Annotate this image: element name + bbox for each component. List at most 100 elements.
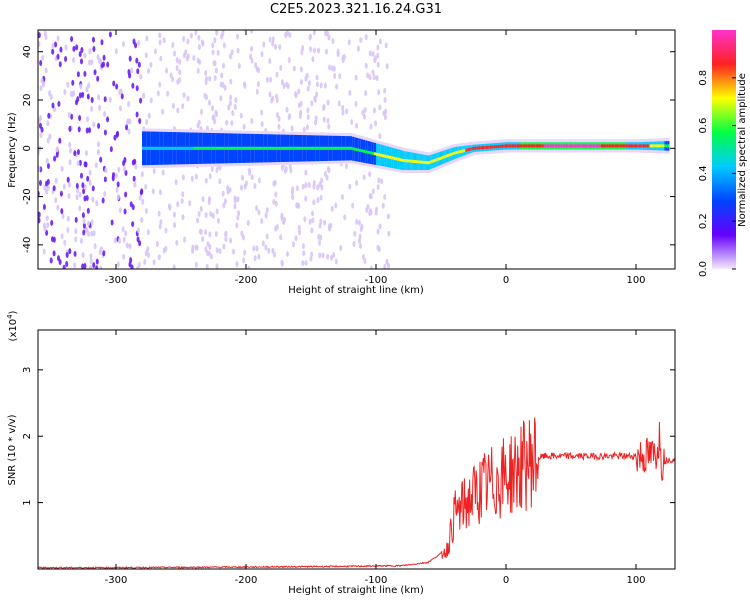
spectrogram-noise-cell <box>354 100 358 107</box>
spectrogram-noise-cell <box>64 55 68 62</box>
spectrogram-noise-cell <box>54 197 58 204</box>
spectrogram-ridge-core <box>159 146 165 150</box>
spectrogram-ridge-core <box>358 148 362 152</box>
spectrogram-noise-cell <box>79 83 83 90</box>
spectrogram-noise-cell <box>78 51 82 58</box>
spectrogram-noise-cell <box>254 61 258 68</box>
spectrogram-noise-cell <box>164 227 168 234</box>
spectrogram-noise-cell <box>271 247 275 254</box>
spectrogram-noise-cell <box>204 228 208 235</box>
spectrogram-ridge-core <box>311 146 317 150</box>
spectrogram-noise-cell <box>312 199 316 206</box>
spectrogram-ridge-core <box>527 144 532 148</box>
spectrogram-noise-cell <box>97 141 101 148</box>
spectrogram-noise-cell <box>314 119 318 126</box>
spectrogram-noise-cell <box>115 186 119 193</box>
spectrogram-noise-cell <box>89 264 93 269</box>
spectrogram-noise-cell <box>209 211 213 218</box>
spectrogram-noise-cell <box>129 201 133 208</box>
spectrogram-noise-cell <box>103 191 107 198</box>
spectrogram-noise-cell <box>42 204 46 211</box>
spectrogram-noise-cell <box>228 100 232 107</box>
spectrogram-noise-cell <box>215 30 219 34</box>
spectrogram-noise-cell <box>204 79 208 86</box>
spectrogram-ridge-core <box>496 145 499 149</box>
spectrogram-ridge-core <box>637 144 640 148</box>
spectrogram-noise-cell <box>220 72 224 79</box>
spectrogram-noise-cell <box>115 83 119 90</box>
spectrogram-ridge-core <box>614 144 619 148</box>
spectrogram-noise-cell <box>323 170 327 177</box>
spectrogram-noise-cell <box>318 222 322 229</box>
spectrogram-noise-cell <box>96 149 100 156</box>
spectrogram-noise-cell <box>91 185 95 192</box>
spectrogram-ridge-core <box>549 144 554 148</box>
spectrogram-ridge-core <box>487 145 490 149</box>
spectrogram-noise-cell <box>70 113 74 120</box>
snr-series-line <box>38 417 675 569</box>
spectrogram-noise-cell <box>237 62 241 69</box>
spectrogram-noise-cell <box>67 111 71 118</box>
spectrogram-noise-cell <box>80 47 84 54</box>
spectrogram-ridge-core <box>365 150 369 154</box>
spectrogram-ridge-core <box>499 144 502 148</box>
spectrogram-noise-cell <box>194 261 198 268</box>
spectrogram-noise-cell <box>155 240 159 247</box>
spectrogram-noise-cell <box>222 62 226 69</box>
spectrogram-noise-cell <box>96 54 100 61</box>
spectrogram-noise-cell <box>132 175 136 182</box>
spectrogram-noise-cell <box>204 211 208 218</box>
spectrogram-noise-cell <box>371 51 375 58</box>
y-tick-label: 3 <box>22 367 33 373</box>
spectrogram-noise-cell <box>75 44 79 51</box>
spectrogram-noise-cell <box>178 77 182 84</box>
spectrogram-noise-cell <box>165 67 169 74</box>
spectrogram-noise-cell <box>127 69 131 76</box>
spectrogram-ridge-core <box>423 160 426 164</box>
spectrogram-noise-cell <box>274 200 278 207</box>
spectrogram-noise-cell <box>319 234 323 241</box>
spectrogram-noise-cell <box>330 205 334 212</box>
spectrogram-noise-cell <box>282 216 286 223</box>
spectrogram-noise-cell <box>158 81 162 88</box>
spectrogram-ridge-core <box>328 146 334 150</box>
spectrogram-noise-cell <box>158 223 162 230</box>
spectrogram-noise-cell <box>92 46 96 53</box>
spectrogram-noise-cell <box>125 242 129 249</box>
spectrogram-noise-cell <box>315 81 319 88</box>
spectrogram-noise-cell <box>158 189 162 196</box>
spectrogram-ridge-core <box>436 158 439 162</box>
spectrogram-noise-cell <box>162 37 166 44</box>
spectrogram-ridge-core <box>600 144 605 148</box>
spectrogram-noise-cell <box>199 228 203 235</box>
spectrogram-ridge-core <box>592 144 597 148</box>
spectrogram-noise-cell <box>378 38 382 45</box>
spectrogram-noise-cell <box>43 225 47 232</box>
spectrogram-noise-cell <box>339 245 343 252</box>
spectrogram-noise-cell <box>152 259 156 266</box>
spectrogram-noise-cell <box>338 73 342 80</box>
spectrogram-noise-cell <box>142 92 146 99</box>
spectrogram-noise-cell <box>385 63 389 70</box>
spectrogram-noise-cell <box>81 182 85 189</box>
spectrogram-noise-cell <box>242 81 246 88</box>
spectrogram-noise-cell <box>222 202 226 209</box>
spectrogram-noise-cell <box>320 177 324 184</box>
spectrogram-ridge-core <box>181 146 187 150</box>
spectrogram-noise-cell <box>78 159 82 166</box>
spectrogram-noise-cell <box>182 92 186 99</box>
spectrogram-noise-cell <box>113 134 117 141</box>
spectrogram-noise-cell <box>255 88 259 95</box>
snr-exponent-power: 4 <box>6 314 14 319</box>
spectrogram-noise-cell <box>41 54 45 61</box>
spectrogram-noise-cell <box>38 32 41 39</box>
spectrogram-noise-cell <box>122 166 126 173</box>
spectrogram-noise-cell <box>335 83 339 90</box>
spectrogram-ridge-core <box>449 153 452 157</box>
spectrogram-ridge-core <box>485 145 489 149</box>
spectrogram-ridge-core <box>319 146 325 150</box>
spectrogram-noise-cell <box>91 196 95 203</box>
spectrogram-noise-cell <box>46 162 50 169</box>
spectrogram-noise-cell <box>236 196 240 203</box>
spectrogram-noise-cell <box>260 109 264 116</box>
